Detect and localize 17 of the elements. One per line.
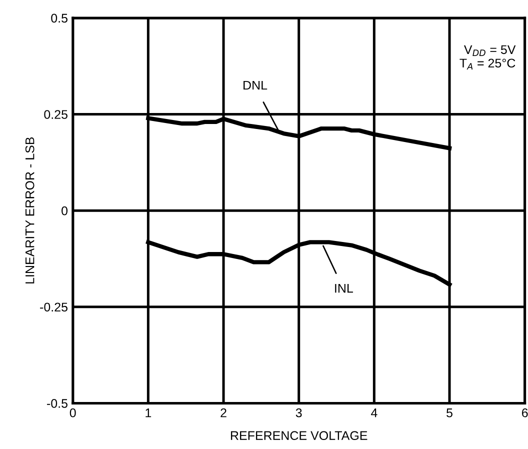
y-axis-title: LINEARITY ERROR - LSB — [25, 137, 34, 284]
y-tick-label: 0 — [62, 206, 68, 216]
y-tick-label: 0.25 — [44, 110, 68, 119]
x-tick-label: 4 — [370, 408, 378, 418]
x-tick-label: 5 — [446, 408, 452, 418]
x-tick-label: 2 — [220, 408, 226, 418]
y-tick-label: 0.5 — [51, 14, 68, 23]
annotation: DNL — [244, 80, 268, 90]
x-tick-label: 1 — [146, 408, 152, 418]
x-axis-title: REFERENCE VOLTAGE — [230, 431, 368, 440]
y-tick-label: -0.5 — [47, 399, 68, 408]
y-tick-label: -0.25 — [40, 302, 68, 312]
x-tick-label: 6 — [522, 408, 528, 418]
text: V$_{DD}$ = 5V T$_{A}$ = 25°C — [460, 45, 516, 70]
annotation: INL — [335, 284, 353, 293]
x-tick-label: 3 — [296, 408, 302, 418]
x-tick-label: 0 — [70, 408, 76, 418]
